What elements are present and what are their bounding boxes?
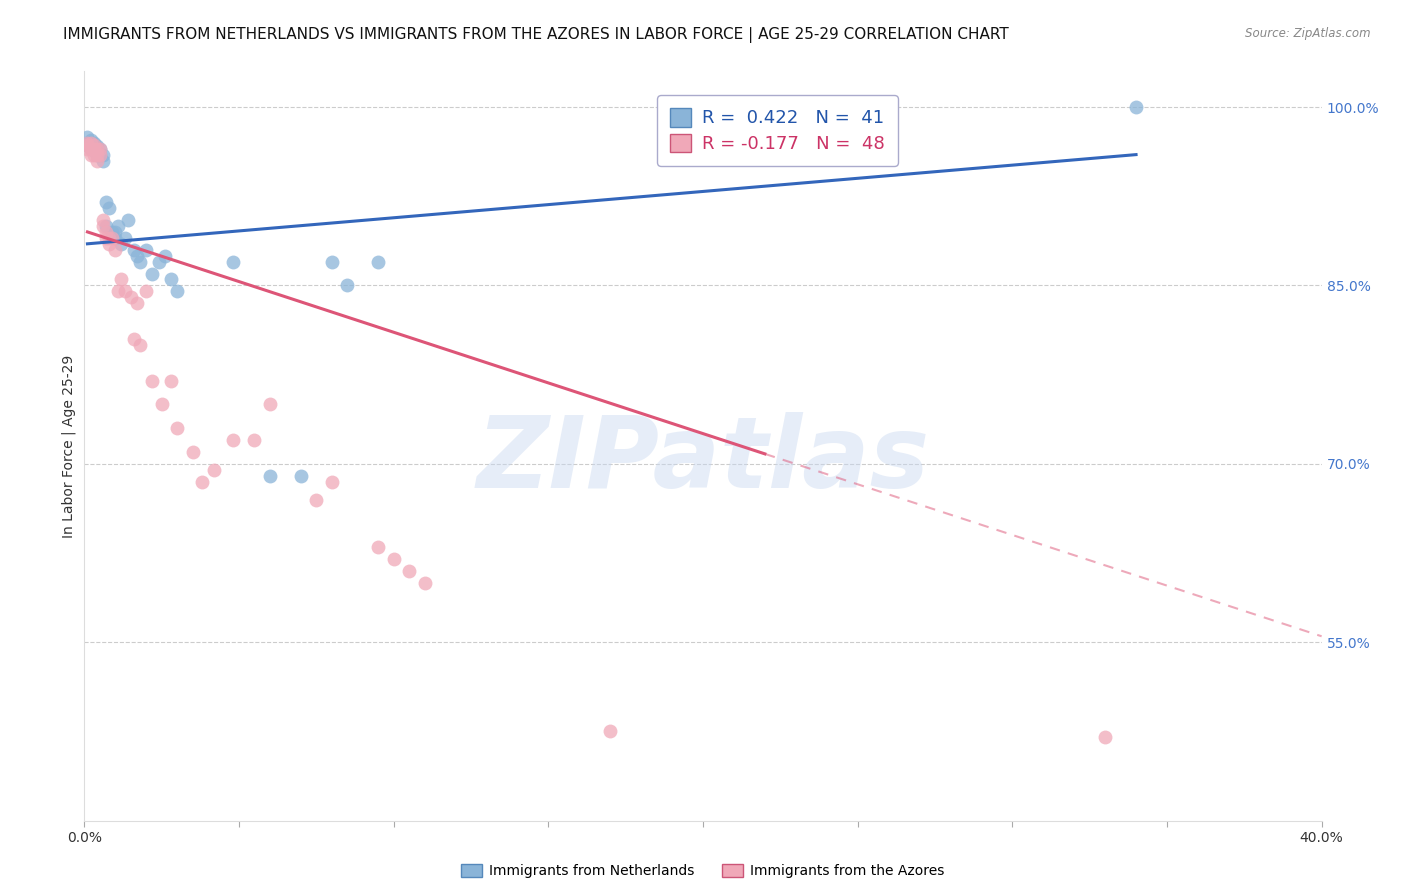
Point: [83, 138, 105, 153]
Point: [104, 243, 127, 257]
Point: [367, 540, 389, 554]
Point: [79, 133, 101, 147]
Point: [79, 142, 101, 156]
Text: IMMIGRANTS FROM NETHERLANDS VS IMMIGRANTS FROM THE AZORES IN LABOR FORCE | AGE 2: IMMIGRANTS FROM NETHERLANDS VS IMMIGRANT…: [63, 27, 1010, 43]
Point: [76, 138, 98, 153]
Point: [107, 285, 129, 299]
Point: [367, 254, 389, 268]
Point: [83, 147, 105, 161]
Point: [321, 254, 343, 268]
Text: Source: ZipAtlas.com: Source: ZipAtlas.com: [1246, 27, 1371, 40]
Point: [166, 421, 188, 435]
Point: [91, 213, 114, 227]
Point: [243, 433, 266, 447]
Point: [94, 195, 117, 210]
Point: [76, 142, 98, 156]
Point: [101, 231, 124, 245]
Point: [1125, 100, 1147, 114]
Point: [98, 236, 121, 251]
Point: [76, 136, 98, 150]
Legend: Immigrants from Netherlands, Immigrants from the Azores: Immigrants from Netherlands, Immigrants …: [454, 857, 952, 885]
Point: [222, 433, 245, 447]
Point: [125, 249, 148, 263]
Point: [141, 374, 163, 388]
Point: [150, 397, 173, 411]
Point: [191, 475, 214, 489]
Point: [114, 285, 136, 299]
Point: [153, 249, 176, 263]
Point: [398, 564, 420, 578]
Legend: R =  0.422   N =  41, R = -0.177   N =  48: R = 0.422 N = 41, R = -0.177 N = 48: [657, 95, 897, 166]
Point: [148, 254, 170, 268]
Point: [86, 147, 108, 161]
Point: [259, 468, 281, 483]
Point: [160, 374, 183, 388]
Point: [83, 142, 105, 156]
Point: [104, 225, 127, 239]
Point: [104, 231, 127, 245]
Point: [94, 225, 117, 239]
Point: [141, 267, 163, 281]
Point: [94, 231, 117, 245]
Point: [129, 338, 152, 352]
Point: [110, 272, 132, 286]
Point: [86, 147, 108, 161]
Point: [91, 219, 114, 233]
Point: [89, 147, 111, 161]
Point: [160, 272, 183, 286]
Point: [129, 254, 152, 268]
Y-axis label: In Labor Force | Age 25-29: In Labor Force | Age 25-29: [62, 354, 76, 538]
Point: [117, 213, 139, 227]
Point: [120, 290, 142, 304]
Point: [101, 225, 124, 239]
Point: [107, 219, 129, 233]
Point: [98, 231, 121, 245]
Point: [79, 147, 101, 161]
Point: [305, 492, 328, 507]
Point: [382, 552, 405, 566]
Point: [83, 138, 105, 153]
Point: [202, 463, 225, 477]
Point: [110, 236, 132, 251]
Point: [79, 136, 101, 150]
Point: [125, 296, 148, 310]
Point: [79, 142, 101, 156]
Point: [321, 475, 343, 489]
Point: [76, 136, 98, 150]
Point: [91, 153, 114, 168]
Point: [83, 142, 105, 156]
Point: [83, 136, 105, 150]
Point: [122, 332, 145, 346]
Text: ZIPatlas: ZIPatlas: [477, 412, 929, 509]
Point: [222, 254, 245, 268]
Point: [98, 201, 121, 215]
Point: [181, 445, 204, 459]
Point: [89, 142, 111, 156]
Point: [89, 142, 111, 156]
Point: [259, 397, 281, 411]
Point: [166, 285, 188, 299]
Point: [114, 231, 136, 245]
Point: [76, 129, 98, 144]
Point: [336, 278, 359, 293]
Point: [79, 136, 101, 150]
Point: [135, 285, 157, 299]
Point: [89, 147, 111, 161]
Point: [290, 468, 312, 483]
Point: [91, 147, 114, 161]
Point: [1094, 731, 1116, 745]
Point: [122, 243, 145, 257]
Point: [86, 139, 108, 153]
Point: [94, 219, 117, 233]
Point: [413, 575, 436, 590]
Point: [599, 724, 621, 739]
Point: [76, 138, 98, 153]
Point: [135, 243, 157, 257]
Point: [86, 142, 108, 156]
Point: [86, 153, 108, 168]
